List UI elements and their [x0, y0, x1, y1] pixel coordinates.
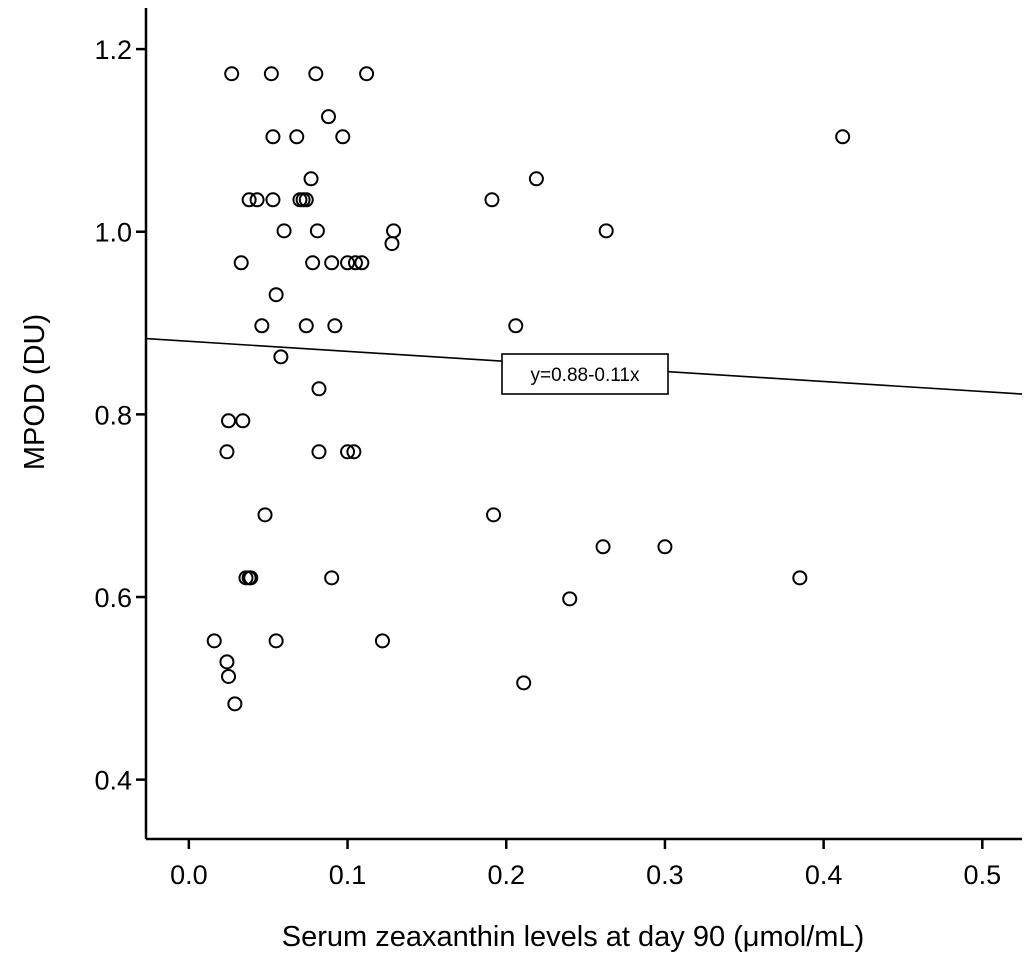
data-point — [327, 318, 343, 334]
data-point — [273, 349, 289, 365]
data-point — [311, 444, 327, 460]
data-point — [374, 633, 390, 649]
data-point — [243, 570, 259, 586]
data-point — [289, 129, 305, 145]
data-point — [346, 444, 362, 460]
data-point — [516, 675, 532, 691]
data-point — [484, 192, 500, 208]
data-point — [268, 633, 284, 649]
data-point — [562, 591, 578, 607]
data-point — [265, 192, 281, 208]
regression-equation: y=0.88-0.11x — [531, 365, 640, 386]
x-axis-title: Serum zeaxanthin levels at day 90 (μmol/… — [282, 921, 864, 953]
x-tick-label: 0.5 — [964, 860, 1002, 890]
y-tick-label: 1.0 — [94, 218, 132, 248]
x-tick-label: 0.3 — [646, 860, 684, 890]
data-point — [224, 66, 240, 82]
data-point — [298, 318, 314, 334]
data-point — [219, 444, 235, 460]
x-tick-label: 0.2 — [487, 860, 525, 890]
data-point — [340, 255, 356, 271]
y-axis-title: MPOD (DU) — [19, 314, 51, 470]
data-point — [308, 66, 324, 82]
data-point — [384, 236, 400, 252]
data-point — [241, 192, 257, 208]
data-point — [276, 223, 292, 239]
data-point — [324, 255, 340, 271]
axes — [144, 8, 1022, 841]
data-point — [595, 539, 611, 555]
x-ticks: 0.0 0.1 0.2 0.3 0.4 0.5 — [170, 839, 1001, 890]
equation-box — [501, 353, 669, 395]
y-tick-label: 0.8 — [94, 400, 132, 430]
data-point — [528, 171, 544, 187]
y-tick-label: 0.6 — [94, 583, 132, 613]
data-point — [311, 381, 327, 397]
data-point — [257, 507, 273, 523]
x-tick-label: 0.1 — [329, 860, 367, 890]
data-point — [263, 66, 279, 82]
data-point — [305, 255, 321, 271]
data-point — [335, 129, 351, 145]
x-tick-label: 0.0 — [170, 860, 208, 890]
data-point — [386, 223, 402, 239]
data-points — [206, 66, 851, 712]
data-point — [233, 255, 249, 271]
data-point — [354, 255, 370, 271]
data-point — [235, 413, 251, 429]
y-ticks: 0.4 0.6 0.8 1.0 1.2 — [94, 35, 146, 796]
data-point — [309, 223, 325, 239]
data-point — [298, 192, 314, 208]
data-point — [340, 444, 356, 460]
data-point — [657, 539, 673, 555]
data-point — [303, 171, 319, 187]
data-point — [486, 507, 502, 523]
data-point — [221, 668, 237, 684]
data-point — [221, 413, 237, 429]
data-point — [265, 129, 281, 145]
data-point — [219, 654, 235, 670]
data-point — [347, 255, 363, 271]
data-point — [835, 129, 851, 145]
data-point — [508, 318, 524, 334]
data-point — [598, 223, 614, 239]
data-point — [792, 570, 808, 586]
data-point — [227, 696, 243, 712]
y-tick-label: 1.2 — [94, 35, 132, 65]
data-point — [268, 287, 284, 303]
data-point — [359, 66, 375, 82]
data-point — [249, 192, 265, 208]
data-point — [206, 633, 222, 649]
data-point — [321, 109, 336, 125]
regression-equation-box: y=0.88-0.11x — [501, 353, 669, 395]
data-point — [254, 318, 270, 334]
x-tick-label: 0.4 — [805, 860, 843, 890]
y-tick-label: 0.4 — [94, 766, 132, 796]
data-point — [324, 570, 340, 586]
